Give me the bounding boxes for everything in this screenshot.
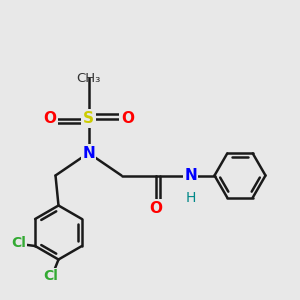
Text: O: O	[43, 111, 56, 126]
Text: N: N	[82, 146, 95, 160]
Text: Cl: Cl	[44, 269, 59, 283]
Text: N: N	[184, 168, 197, 183]
Text: Cl: Cl	[11, 236, 26, 250]
Text: S: S	[83, 111, 94, 126]
Text: CH₃: CH₃	[76, 71, 101, 85]
Text: H: H	[185, 191, 196, 205]
Text: O: O	[149, 201, 163, 216]
Text: O: O	[121, 111, 134, 126]
